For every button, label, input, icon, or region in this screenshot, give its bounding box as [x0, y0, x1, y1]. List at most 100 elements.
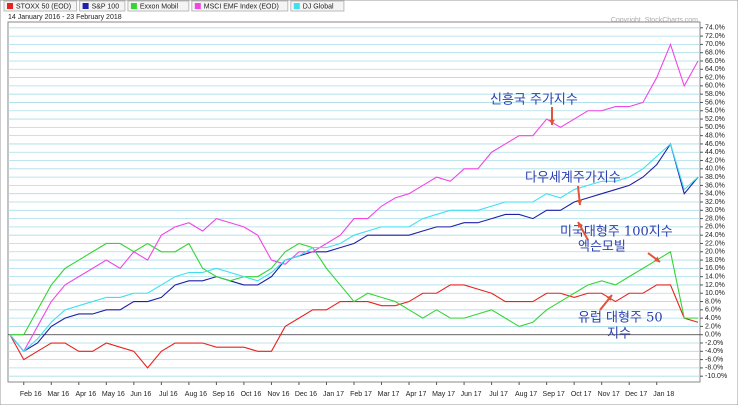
annotation: 미국대형주 100지수: [560, 225, 673, 240]
y-tick-label: 12.0%: [705, 282, 725, 289]
legend-swatch: [82, 3, 89, 9]
legend-swatch: [130, 3, 137, 9]
y-tick-label: 26.0%: [705, 224, 725, 231]
annotation-arrowhead: [654, 256, 660, 262]
series-line: [9, 142, 699, 353]
y-tick-label: 64.0%: [705, 66, 725, 73]
x-tick-label: Dec 17: [625, 391, 647, 398]
y-tick-label: 22.0%: [705, 240, 725, 247]
x-tick-label: Jan 18: [653, 391, 674, 398]
legend-label: MSCI EMF Index (EOD): [204, 3, 279, 10]
series-line: [9, 42, 699, 353]
y-tick-label: 62.0%: [705, 74, 725, 81]
date-range: 14 January 2016 - 23 February 2018: [8, 14, 122, 21]
legend-swatch: [293, 3, 300, 9]
y-tick-label: 68.0%: [705, 50, 725, 57]
y-tick-label: 30.0%: [705, 207, 725, 214]
legend-box: [79, 0, 126, 12]
y-tick-label: 0.0%: [705, 332, 721, 339]
legend-box: [191, 0, 289, 12]
annotation-arrowhead: [578, 222, 584, 228]
y-tick-label: -2.0%: [705, 340, 723, 347]
legend-label: Exxon Mobil: [140, 3, 179, 10]
y-tick-label: 8.0%: [705, 298, 721, 305]
y-tick-label: 6.0%: [705, 307, 721, 314]
x-tick-label: Jul 16: [159, 391, 178, 398]
y-tick-label: 56.0%: [705, 99, 725, 106]
y-tick-label: 60.0%: [705, 83, 725, 90]
y-tick-label: 58.0%: [705, 91, 725, 98]
y-tick-label: 4.0%: [705, 315, 721, 322]
x-tick-label: Apr 17: [406, 391, 427, 398]
y-tick-label: -4.0%: [705, 348, 723, 355]
y-tick-label: 50.0%: [705, 124, 725, 131]
legend-box: [3, 0, 78, 12]
copyright: Copyright, StockCharts.com: [611, 17, 698, 24]
y-tick-label: -10.0%: [705, 373, 727, 380]
x-tick-label: Aug 17: [515, 391, 537, 398]
series-line: [10, 242, 698, 336]
x-tick-label: Jan 17: [323, 391, 344, 398]
x-tick-label: Mar 17: [378, 391, 400, 398]
y-tick-label: 54.0%: [705, 108, 725, 115]
y-tick-label: 28.0%: [705, 215, 725, 222]
x-tick-label: Dec 16: [295, 391, 317, 398]
annotation-arrowhead: [549, 119, 555, 125]
y-tick-label: 52.0%: [705, 116, 725, 123]
y-tick-label: 42.0%: [705, 157, 725, 164]
y-tick-label: 34.0%: [705, 191, 725, 198]
y-tick-label: 44.0%: [705, 149, 725, 156]
legend: STOXX 50 (EOD) S&P 100 Exxon Mobil MSCI EMF…: [3, 0, 345, 12]
y-tick-label: 36.0%: [705, 182, 725, 189]
y-tick-label: 16.0%: [705, 265, 725, 272]
legend-label: STOXX 50 (EOD): [16, 3, 71, 10]
y-tick-label: 48.0%: [705, 132, 725, 139]
legend-label: S&P 100: [92, 3, 120, 10]
y-tick-label: 72.0%: [705, 33, 725, 40]
y-tick-label: 46.0%: [705, 141, 725, 148]
x-tick-label: Sep 17: [543, 391, 565, 398]
series-line: [9, 142, 699, 353]
y-tick-label: 70.0%: [705, 41, 725, 48]
x-tick-label: May 17: [432, 391, 455, 398]
y-tick-label: 24.0%: [705, 232, 725, 239]
y-tick-label: 14.0%: [705, 273, 725, 280]
legend-label: DJ Global: [303, 3, 334, 10]
annotation: 신흥국 주가지수: [490, 93, 578, 108]
annotation: 유럽 대형주 50: [578, 311, 663, 326]
x-tick-label: Sep 16: [212, 391, 234, 398]
legend-swatch: [194, 3, 201, 9]
y-tick-label: 20.0%: [705, 249, 725, 256]
x-tick-label: Aug 16: [185, 391, 207, 398]
y-tick-label: -6.0%: [705, 356, 723, 363]
y-tick-label: 74.0%: [705, 25, 725, 32]
x-tick-label: May 16: [102, 391, 125, 398]
x-tick-label: Mar 16: [47, 391, 69, 398]
annotation-arrowhead: [606, 295, 612, 301]
y-tick-label: -8.0%: [705, 365, 723, 372]
x-tick-label: Jun 16: [130, 391, 151, 398]
y-tick-label: 66.0%: [705, 58, 725, 65]
x-tick-label: Jul 17: [489, 391, 508, 398]
annotation-arrowhead: [576, 199, 583, 205]
y-tick-label: 10.0%: [705, 290, 725, 297]
x-tick-label: Nov 16: [267, 391, 289, 398]
annotation: 다우세계주가지수: [525, 171, 621, 186]
y-tick-label: 18.0%: [705, 257, 725, 264]
legend-box: [127, 0, 190, 12]
y-tick-label: 40.0%: [705, 166, 725, 173]
x-tick-label: Feb 16: [20, 391, 42, 398]
x-tick-label: Apr 16: [75, 391, 96, 398]
annotation: 지수: [607, 327, 631, 342]
y-tick-label: 32.0%: [705, 199, 725, 206]
legend-swatch: [7, 3, 13, 9]
x-tick-label: Jun 17: [461, 391, 482, 398]
x-tick-label: Feb 17: [350, 391, 372, 398]
x-tick-label: Nov 17: [598, 391, 620, 398]
y-tick-label: 2.0%: [705, 323, 721, 330]
y-tick-label: 38.0%: [705, 174, 725, 181]
x-tick-label: Oct 17: [571, 391, 592, 398]
annotation: 엑슨모빌: [578, 240, 626, 255]
legend-box: [290, 0, 345, 12]
